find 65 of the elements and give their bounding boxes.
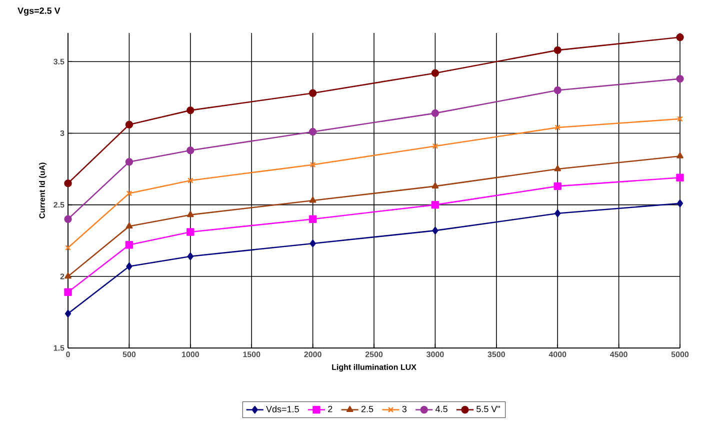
point (64, 288, 72, 296)
point (126, 262, 132, 270)
point (125, 158, 134, 166)
point (64, 179, 72, 188)
x-tick-label: 2000 (304, 352, 322, 358)
point (186, 210, 194, 218)
point (676, 174, 684, 182)
y-axis-title: Current Id (uA) (39, 162, 46, 218)
legend-label: 4.5 (435, 406, 448, 412)
legend-label: 3 (402, 406, 407, 412)
point (308, 215, 317, 223)
x-tick-label: 3500 (488, 352, 505, 358)
point (431, 69, 440, 77)
point (187, 252, 194, 260)
point (126, 222, 133, 229)
point (432, 182, 439, 188)
point (432, 143, 438, 150)
y-tick-label: 1.5 (54, 345, 64, 351)
point (187, 178, 194, 184)
point (308, 128, 317, 136)
point (186, 228, 194, 236)
y-tick-label: 2 (60, 274, 64, 280)
y-tick-label: 3 (60, 130, 64, 136)
point (432, 226, 438, 234)
point (554, 210, 561, 218)
x-tick-label: 500 (122, 352, 136, 358)
x-tick-label: 0 (66, 352, 70, 358)
x-tick-label: 3000 (426, 352, 444, 358)
x-axis-title: Light illumination LUX (332, 364, 416, 372)
point (554, 86, 562, 94)
point (186, 146, 194, 154)
point (309, 196, 316, 203)
legend-label: 5.5 V" (476, 406, 500, 412)
point (554, 46, 562, 54)
point (431, 109, 440, 118)
point (554, 165, 562, 172)
point (676, 200, 684, 208)
point (64, 310, 72, 318)
legend-label: 2 (328, 406, 332, 412)
point (64, 272, 72, 279)
point (554, 182, 562, 190)
x-tick-label: 1500 (243, 352, 260, 358)
point (125, 241, 134, 249)
point (554, 124, 561, 130)
point (431, 200, 440, 209)
y-tick-label: 3.5 (54, 58, 64, 64)
point (676, 74, 684, 83)
point (126, 190, 132, 196)
point (310, 162, 316, 168)
y-tick-label: 2.5 (54, 202, 64, 208)
x-tick-label: 4500 (610, 352, 628, 358)
x-tick-label: 1000 (182, 352, 199, 358)
point (308, 89, 317, 97)
point (676, 33, 684, 42)
legend-label: Vds=1.5 (266, 406, 299, 412)
point (676, 152, 684, 158)
point (64, 215, 72, 223)
x-tick-label: 4000 (548, 352, 566, 358)
point (125, 120, 134, 128)
x-tick-label: 5000 (671, 352, 689, 358)
x-tick-label: 2500 (365, 352, 383, 358)
chart-title: Vgs=2.5 V (18, 8, 60, 16)
point (310, 240, 316, 248)
legend-label: 2.5 (361, 406, 374, 412)
point (186, 106, 194, 114)
